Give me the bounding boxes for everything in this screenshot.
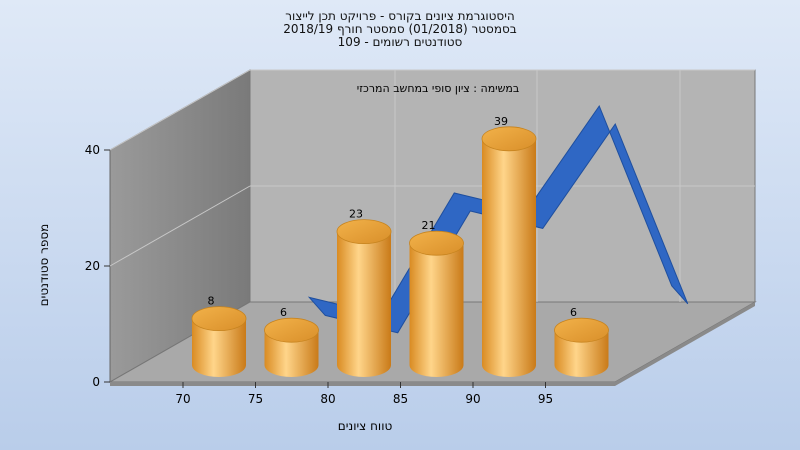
y-tick-label: 40 [85, 143, 100, 157]
bar-body [482, 138, 536, 377]
bar-top [481, 126, 537, 152]
gridlines [109, 69, 755, 302]
bar-value-label: 6 [570, 306, 577, 319]
bar-body [337, 231, 391, 377]
bar-body [554, 330, 609, 377]
bar-value-label: 6 [280, 306, 287, 319]
bar-body [409, 243, 464, 377]
y-axis-label: מספר סטודנטים [37, 224, 51, 307]
bar-75: 6 [264, 306, 319, 377]
bars: 8 6 23 21 39 6 [191, 115, 609, 377]
bar-95: 6 [554, 306, 609, 377]
bar-90: 39 [481, 115, 537, 377]
x-tick-label: 70 [175, 392, 190, 406]
gridline-side [109, 185, 251, 267]
y-tick-label: 0 [92, 375, 100, 389]
chart-title-line-2: בסמסטר (01/2018) סמסטר חורף 2018/19 [283, 22, 517, 36]
x-tick-label: 90 [465, 392, 480, 406]
bar-top [264, 317, 319, 343]
chart-title-line-1: היסטוגרמת ציונים בקורס - פרויקט תכן לייצ… [285, 9, 515, 23]
bar-85: 21 [409, 219, 464, 377]
bar-value-label: 8 [208, 295, 215, 308]
x-tick-label: 75 [248, 392, 263, 406]
bar-value-label: 39 [494, 115, 508, 128]
x-axis: 70 75 80 85 90 95 [175, 382, 553, 406]
bar-top [409, 230, 464, 256]
bar-top [554, 317, 609, 343]
chart-subtitle: במשימה : ציון סופי במחשב המרכזי [357, 82, 520, 95]
chart-title: היסטוגרמת ציונים בקורס - פרויקט תכן לייצ… [0, 10, 800, 49]
bar-top [336, 219, 392, 245]
bar-70: 8 [191, 295, 247, 377]
y-axis: 0 20 40 [85, 143, 110, 389]
x-tick-label: 80 [320, 392, 335, 406]
floor-edge [110, 382, 615, 386]
x-tick-label: 95 [538, 392, 553, 406]
bar-body [192, 318, 246, 377]
bar-value-label: 23 [349, 208, 363, 221]
y-tick-label: 20 [85, 259, 100, 273]
bar-body [264, 330, 319, 377]
bar-value-label: 21 [422, 219, 436, 232]
x-axis-label: טווח ציונים [338, 419, 393, 433]
bar-80: 23 [336, 208, 392, 377]
chart-title-line-3: סטודנטים רשומים - 109 [337, 35, 463, 49]
bar-top [191, 306, 247, 332]
gridline-side [109, 69, 251, 151]
floor-side-edge [615, 302, 755, 386]
x-tick-label: 85 [393, 392, 408, 406]
